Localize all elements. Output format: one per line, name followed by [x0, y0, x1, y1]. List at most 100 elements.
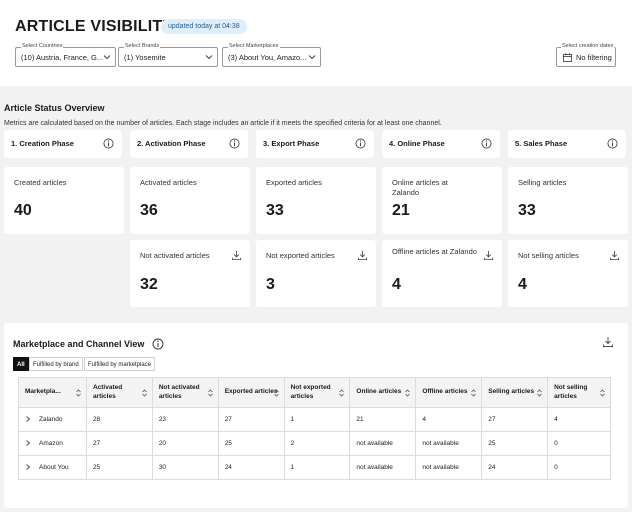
- chevron-right-icon[interactable]: [25, 440, 31, 447]
- sort-icon: [471, 389, 477, 397]
- download-icon[interactable]: [602, 336, 614, 348]
- page-header: ARTICLE VISIBILITY updated today at 04:3…: [0, 0, 632, 86]
- download-icon[interactable]: [357, 250, 368, 261]
- table-cell: 24: [217, 455, 285, 480]
- column-header-marketplace[interactable]: Marketpla...: [18, 377, 87, 408]
- table-cell: 4: [547, 407, 611, 432]
- creation-date-label: Select creation dates: [561, 43, 615, 50]
- metric-value: 3: [266, 276, 275, 293]
- metric-value: 4: [518, 276, 527, 293]
- tab-fulfilled-by-marketplace[interactable]: Fulfilled by marketplace: [84, 357, 156, 371]
- sort-icon: [339, 389, 345, 397]
- info-icon[interactable]: [229, 138, 240, 149]
- metric-card-activated: Activated articles 36: [130, 167, 250, 234]
- sort-icon: [76, 389, 81, 397]
- table-cell: 24: [481, 455, 549, 480]
- phase-label: 1. Creation Phase: [11, 139, 74, 148]
- metric-value: 33: [266, 202, 284, 219]
- creation-date-filter[interactable]: Select creation dates No filtering: [556, 43, 616, 67]
- chevron-down-icon: [308, 55, 316, 60]
- column-header-offline[interactable]: Offline articles: [415, 377, 483, 408]
- table-cell: 25: [85, 455, 153, 480]
- column-header-not-selling[interactable]: Not selling articles: [547, 377, 611, 408]
- countries-select-label: Select Countries: [21, 43, 64, 50]
- tab-fulfilled-by-brand[interactable]: Fulfilled by brand: [29, 357, 83, 371]
- column-header-label: Not activated articles: [158, 384, 200, 400]
- table-cell: 2: [283, 431, 351, 456]
- sort-icon: [273, 389, 279, 397]
- metric-label: Not selling articles: [518, 251, 579, 260]
- cell-text: Zalando: [39, 416, 63, 423]
- info-icon[interactable]: [607, 138, 618, 149]
- brands-select-label: Select Brands: [124, 43, 161, 50]
- info-icon[interactable]: [355, 138, 366, 149]
- column-header-not-activated[interactable]: Not activated articles: [151, 377, 219, 408]
- phase-label: 4. Online Phase: [389, 139, 445, 148]
- marketplaces-select[interactable]: Select Marketplaces (3) About You, Amazo…: [222, 43, 321, 67]
- column-header-exported[interactable]: Exported articles: [217, 377, 285, 408]
- marketplaces-select-value: (3) About You, Amazo...: [228, 53, 307, 62]
- phase-label: 5. Sales Phase: [515, 139, 568, 148]
- table-cell: 27: [217, 407, 285, 432]
- cell-text: Amazon: [39, 440, 63, 447]
- marketplace-title: Marketplace and Channel View: [13, 339, 145, 349]
- download-icon[interactable]: [483, 250, 494, 261]
- table-row[interactable]: Zalando 28 23 27 1 21 4 27 4: [18, 407, 611, 432]
- chevron-right-icon[interactable]: [25, 464, 31, 471]
- metric-card-selling: Selling articles 33: [508, 167, 628, 234]
- column-header-selling[interactable]: Selling articles: [481, 377, 549, 408]
- table-row[interactable]: About You 25 30 24 1 not available not a…: [18, 455, 611, 480]
- info-icon[interactable]: [152, 338, 164, 350]
- table-cell: 23: [151, 407, 219, 432]
- info-icon[interactable]: [481, 138, 492, 149]
- download-icon[interactable]: [231, 250, 242, 261]
- sort-icon: [405, 389, 411, 397]
- table-header-row: Marketpla... Activated articles Not acti…: [18, 377, 611, 408]
- table-cell: 0: [547, 431, 611, 456]
- metric-label: Activated articles: [140, 178, 197, 187]
- column-header-label: Offline articles: [422, 388, 468, 396]
- chevron-right-icon[interactable]: [25, 416, 31, 423]
- metric-card-offline: Offline articles at Zalando 4: [382, 240, 502, 307]
- phase-sales: 5. Sales Phase: [508, 130, 626, 158]
- sort-icon: [537, 389, 542, 397]
- column-header-label: Activated articles: [92, 384, 123, 400]
- countries-select[interactable]: Select Countries (10) Austria, France, G…: [15, 43, 116, 67]
- marketplace-table: Marketpla... Activated articles Not acti…: [18, 377, 611, 480]
- column-header-label: Online articles: [356, 388, 402, 396]
- column-header-not-exported[interactable]: Not exported articles: [283, 377, 351, 408]
- marketplace-cell[interactable]: About You: [18, 455, 87, 480]
- info-icon[interactable]: [103, 138, 114, 149]
- metric-label: Offline articles at Zalando: [392, 247, 477, 256]
- download-icon[interactable]: [609, 250, 620, 261]
- sort-icon: [207, 389, 213, 397]
- overview-title: Article Status Overview: [4, 103, 105, 113]
- table-cell: 27: [85, 431, 153, 456]
- brands-select[interactable]: Select Brands (1) Yosemite: [118, 43, 218, 67]
- table-cell: 25: [217, 431, 285, 456]
- chevron-down-icon: [103, 55, 111, 60]
- table-cell: 1: [283, 407, 351, 432]
- table-cell: 27: [481, 407, 549, 432]
- marketplace-cell[interactable]: Amazon: [18, 431, 87, 456]
- table-cell: 1: [283, 455, 351, 480]
- metric-card-created: Created articles 40: [4, 167, 124, 234]
- column-header-online[interactable]: Online articles: [349, 377, 417, 408]
- marketplace-cell[interactable]: Zalando: [18, 407, 87, 432]
- table-cell: 30: [151, 455, 219, 480]
- metric-value: 36: [140, 202, 158, 219]
- phase-activation: 2. Activation Phase: [130, 130, 248, 158]
- sort-icon: [600, 389, 605, 397]
- phase-export: 3. Export Phase: [256, 130, 374, 158]
- tab-all[interactable]: All: [13, 357, 29, 371]
- column-header-activated[interactable]: Activated articles: [85, 377, 153, 408]
- page-title: ARTICLE VISIBILITY: [15, 18, 174, 35]
- phase-creation: 1. Creation Phase: [4, 130, 122, 158]
- phase-label: 2. Activation Phase: [137, 139, 206, 148]
- table-cell: not available: [415, 431, 483, 456]
- table-row[interactable]: Amazon 27 20 25 2 not available not avai…: [18, 431, 611, 456]
- column-header-label: Not exported articles: [290, 384, 331, 400]
- metric-label: Online articles at Zalando: [392, 178, 448, 197]
- metric-card-not-activated: Not activated articles 32: [130, 240, 250, 307]
- metric-card-exported: Exported articles 33: [256, 167, 376, 234]
